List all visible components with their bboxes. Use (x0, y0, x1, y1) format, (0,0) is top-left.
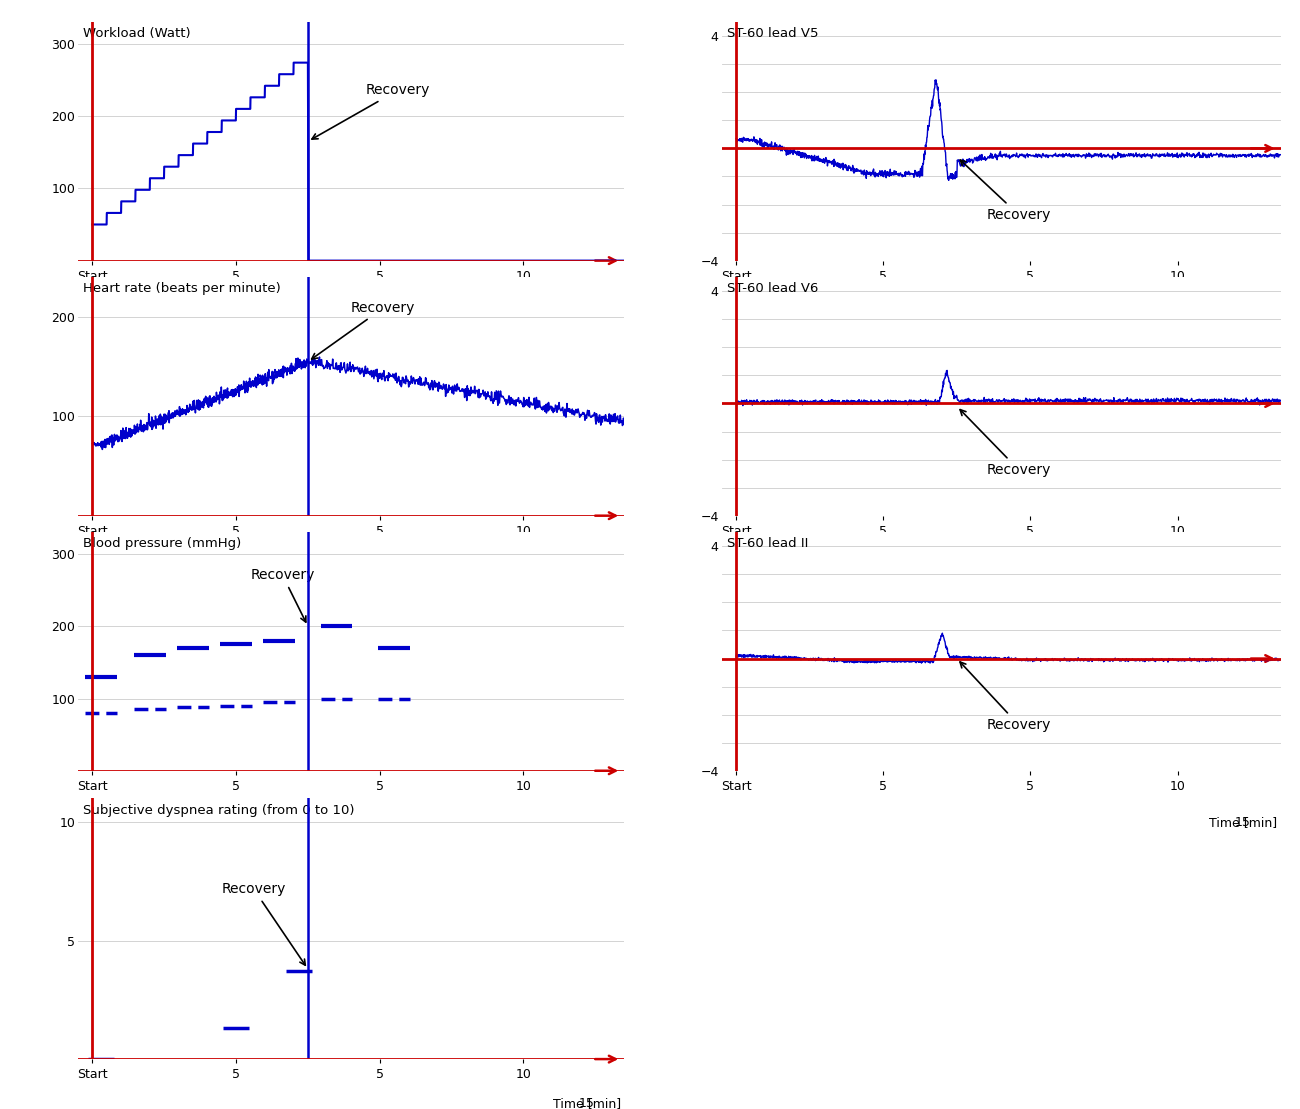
Text: Recovery: Recovery (312, 301, 416, 359)
Text: Heart rate (beats per minute): Heart rate (beats per minute) (83, 282, 281, 295)
Text: Time [min]: Time [min] (1209, 560, 1278, 573)
Text: Time [min]: Time [min] (552, 804, 621, 817)
Text: Workload (Watt): Workload (Watt) (83, 27, 191, 40)
Text: 15: 15 (1234, 815, 1251, 828)
Text: 15: 15 (578, 1097, 594, 1109)
Text: 15: 15 (578, 549, 594, 562)
Text: 15: 15 (1234, 560, 1251, 573)
Text: ST-60 lead V5: ST-60 lead V5 (727, 27, 819, 40)
Text: Time [min]: Time [min] (552, 549, 621, 562)
Text: Recovery: Recovery (959, 662, 1050, 732)
Text: Time [min]: Time [min] (1209, 305, 1278, 318)
Text: Time [min]: Time [min] (552, 294, 621, 307)
Text: ST-60 lead V6: ST-60 lead V6 (727, 282, 819, 295)
Text: Blood pressure (mmHg): Blood pressure (mmHg) (83, 537, 242, 550)
Text: Time [min]: Time [min] (552, 1097, 621, 1109)
Text: 15: 15 (1234, 305, 1251, 318)
Text: Time [min]: Time [min] (1209, 815, 1278, 828)
Text: 15: 15 (578, 294, 594, 307)
Text: Recovery: Recovery (222, 883, 306, 965)
Text: 15: 15 (578, 804, 594, 817)
Text: Recovery: Recovery (312, 83, 430, 139)
Text: Recovery: Recovery (961, 160, 1050, 222)
Text: Recovery: Recovery (961, 409, 1050, 477)
Text: Recovery: Recovery (251, 568, 315, 622)
Text: Subjective dyspnea rating (from 0 to 10): Subjective dyspnea rating (from 0 to 10) (83, 804, 355, 816)
Text: ST-60 lead II: ST-60 lead II (727, 537, 809, 550)
